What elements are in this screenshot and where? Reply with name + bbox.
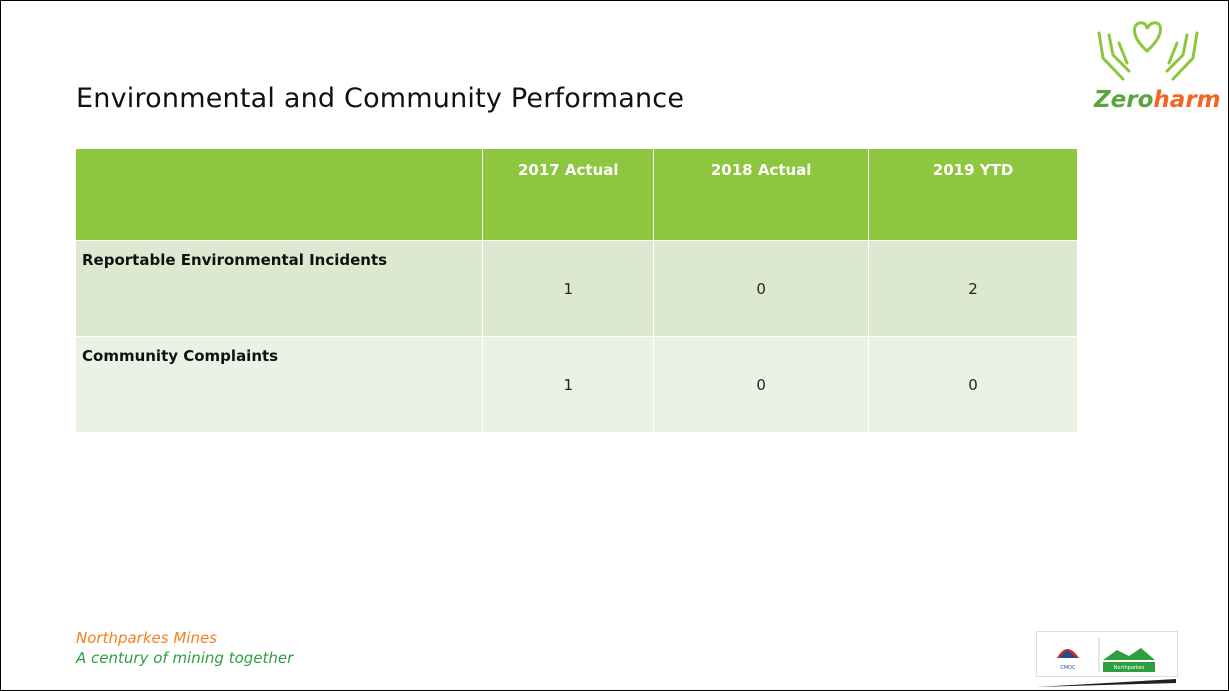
cell: 2: [868, 240, 1078, 337]
corner-text: Northparkes: [1114, 665, 1145, 671]
cell: 0: [653, 240, 870, 337]
corner-text: CMOC: [1060, 665, 1076, 671]
cell: 0: [653, 336, 870, 432]
header-cell: [76, 149, 484, 241]
footer-line: A century of mining together: [76, 649, 294, 667]
footer-line: Northparkes Mines: [76, 629, 217, 647]
row-label: Community Complaints: [76, 336, 484, 432]
logo-part: harm: [1153, 87, 1221, 113]
header-row: 2017 Actual 2018 Actual 2019 YTD: [76, 149, 1078, 241]
table: 2017 Actual 2018 Actual 2019 YTD Reporta…: [76, 149, 1078, 432]
header-cell: 2019 YTD: [868, 149, 1078, 241]
cell: 0: [868, 336, 1078, 432]
row: Reportable Environmental Incidents 1 0 2: [76, 240, 1078, 337]
zeroharm-logo: Zeroharm: [1094, 87, 1221, 113]
row-label: Reportable Environmental Incidents: [76, 240, 484, 337]
header-cell: 2018 Actual: [653, 149, 870, 241]
corner-logo: CMOC Northparkes: [1036, 631, 1178, 677]
slide-title: Environmental and Community Performance: [76, 83, 685, 114]
row: Community Complaints 1 0 0: [76, 336, 1078, 432]
corner-logo-art: CMOC Northparkes: [1057, 638, 1155, 672]
cell: 1: [482, 240, 655, 337]
swoosh: [1036, 679, 1176, 687]
logo-part: Zero: [1094, 87, 1154, 113]
zeroharm-icon: [1097, 21, 1199, 81]
cell: 1: [482, 336, 655, 432]
header-cell: 2017 Actual: [482, 149, 655, 241]
